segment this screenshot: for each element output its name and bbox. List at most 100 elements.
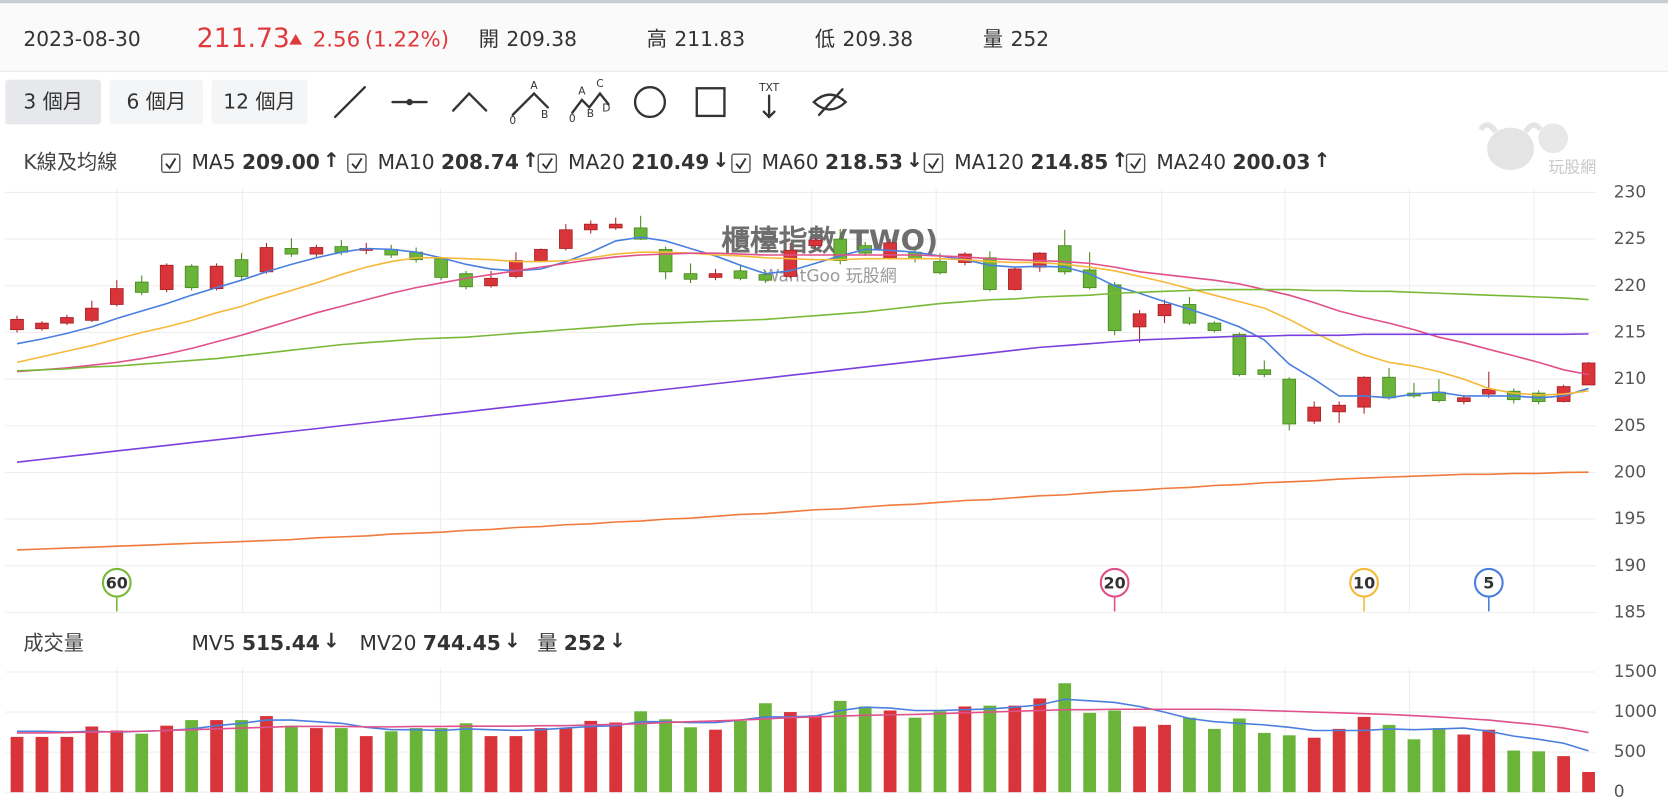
- low-value: 209.38: [843, 27, 914, 51]
- y-tick-label: 230: [1614, 182, 1646, 202]
- volume-bar: [1407, 739, 1421, 793]
- tool-abc[interactable]: [511, 91, 550, 117]
- volume-bar: [85, 726, 99, 793]
- candle-body: [484, 277, 498, 287]
- quote-change: 2.56: [313, 27, 360, 52]
- legend-checkbox: [1125, 153, 1146, 173]
- tool-rect[interactable]: [695, 87, 726, 118]
- candle-body: [60, 317, 74, 324]
- tool-letter: 0: [509, 114, 516, 127]
- candle-body: [608, 223, 623, 229]
- y-tick-label: 210: [1614, 369, 1646, 389]
- volume-bar: [1532, 751, 1546, 793]
- legend-value: 208.74: [441, 150, 519, 174]
- volume-label: 量: [983, 27, 1003, 51]
- candle-body: [309, 247, 324, 255]
- legend-name: MA240: [1156, 150, 1226, 174]
- logo: 玩股網: [1478, 122, 1596, 177]
- candle-body: [1357, 376, 1371, 408]
- volume-bar: [933, 711, 947, 793]
- volume-bar: [359, 736, 373, 793]
- marker-circle: [1099, 567, 1130, 598]
- legend-trend: ↓: [504, 629, 521, 653]
- tool-text[interactable]: [762, 94, 776, 119]
- volume-bar: [858, 706, 872, 793]
- legend-trend: ↑: [1111, 148, 1128, 172]
- header-bg: [0, 0, 1668, 73]
- tool-abcd[interactable]: [571, 91, 610, 114]
- range-button[interactable]: [109, 79, 204, 125]
- ma-line: [16, 251, 1589, 396]
- volume-bar: [1357, 716, 1371, 793]
- watermark-title: 櫃檯指數(TWO): [721, 223, 938, 257]
- volume-value: 252: [1011, 27, 1050, 51]
- tool-circle[interactable]: [633, 86, 667, 119]
- candle-body: [35, 322, 49, 330]
- volume-bar: [883, 710, 897, 793]
- candle-body: [1207, 322, 1222, 332]
- marker-label: 10: [1353, 573, 1375, 592]
- legend-check: [1130, 157, 1142, 170]
- legend-value: 515.44: [242, 631, 320, 655]
- tool-angle[interactable]: [451, 91, 488, 112]
- volume-bar: [434, 728, 448, 793]
- tool-trendline[interactable]: [333, 86, 367, 119]
- legend-value: 744.45: [423, 631, 501, 655]
- volume-bar: [35, 736, 49, 793]
- candle-body: [683, 273, 698, 280]
- open-label: 開: [479, 27, 499, 51]
- watermark-sub: WantGoo 玩股網: [763, 266, 897, 286]
- legend-checkbox: [347, 153, 367, 173]
- volume-bar: [709, 729, 722, 793]
- y-tick-label: 195: [1614, 509, 1646, 529]
- tool-letter: B: [587, 107, 594, 120]
- logo-head: [1487, 127, 1534, 171]
- candle-body: [109, 288, 124, 305]
- y-tick-label: 500: [1614, 742, 1646, 762]
- range-button-active[interactable]: [5, 79, 102, 125]
- volume-bar: [584, 720, 598, 793]
- candle-body: [633, 227, 648, 240]
- tool-hline[interactable]: [391, 98, 428, 106]
- range-3m[interactable]: 3 個月: [23, 90, 83, 114]
- legend-check: [927, 157, 940, 170]
- volume-bar: [210, 720, 223, 793]
- y-tick-label: 220: [1614, 276, 1646, 296]
- legend-value: 252: [564, 631, 606, 655]
- candle-body: [184, 265, 199, 289]
- legend-value: 214.85: [1030, 150, 1108, 174]
- volume-bar: [1083, 712, 1097, 793]
- tool-letter: TXT: [758, 81, 780, 94]
- tool-hline-dot: [406, 98, 413, 106]
- volume-bar: [135, 733, 149, 793]
- marker-label: 20: [1104, 573, 1126, 592]
- volume-bar: [1507, 750, 1521, 793]
- legend-checkbox: [731, 153, 751, 173]
- range-button[interactable]: [211, 79, 308, 125]
- tool-letter: A: [530, 79, 538, 92]
- volume-bar: [634, 711, 648, 793]
- y-tick-label: 185: [1614, 602, 1646, 622]
- y-tick-label: 190: [1614, 556, 1646, 576]
- marker-circle: [1349, 567, 1379, 598]
- up-triangle: [289, 34, 303, 45]
- legend-name: MA60: [762, 150, 819, 174]
- range-6m[interactable]: 6 個月: [127, 90, 187, 114]
- candle-body: [234, 259, 249, 277]
- volume-bar: [1307, 737, 1321, 793]
- range-12m[interactable]: 12 個月: [223, 90, 295, 114]
- volume-bar: [185, 720, 199, 793]
- volume-bar: [459, 723, 473, 793]
- ma-line: [17, 698, 1589, 752]
- legend-value: 218.53: [825, 150, 903, 174]
- volume-bar: [1257, 732, 1271, 793]
- candle-body: [1157, 304, 1172, 317]
- volume-bar: [659, 719, 672, 793]
- tool-hide[interactable]: [812, 88, 848, 117]
- legend-name: MV5: [191, 631, 235, 655]
- marker-circle: [1473, 567, 1504, 598]
- volume-bar: [1582, 771, 1595, 793]
- y-tick-label: 1000: [1614, 702, 1657, 722]
- volume-bar: [609, 722, 623, 793]
